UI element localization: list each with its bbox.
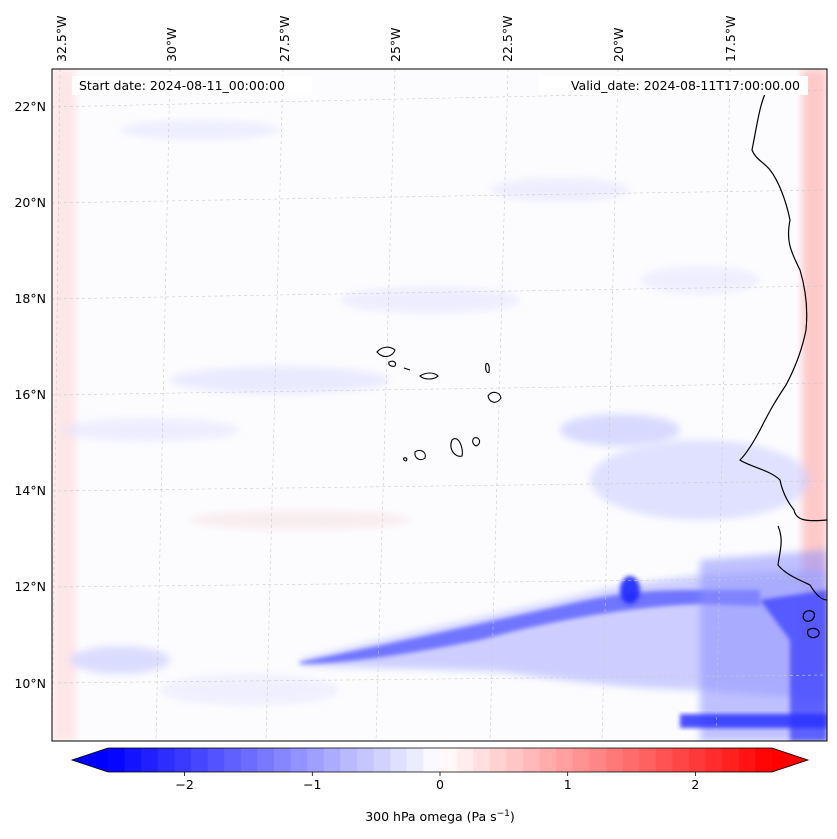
longitude-labels: 32.5°W 30°W 27.5°W 25°W 22.5°W 20°W 17.5… bbox=[54, 16, 738, 62]
colorbar-cell bbox=[340, 748, 358, 772]
colorbar-cell bbox=[174, 748, 192, 772]
valid-date-text: Valid_date: 2024-08-11T17:00:00.00 bbox=[571, 78, 800, 93]
colorbar-tick-label: 1 bbox=[564, 777, 572, 792]
colorbar-cell bbox=[240, 748, 258, 772]
lat-label: 12°N bbox=[14, 579, 46, 594]
graticule bbox=[52, 69, 827, 741]
annotation-start: Start date: 2024-08-11_00:00:00 bbox=[72, 76, 312, 95]
colorbar-ticks: −2 −1 0 1 2 bbox=[175, 772, 699, 792]
lon-label: 17.5°W bbox=[723, 16, 738, 62]
colorbar-cell bbox=[224, 748, 242, 772]
colorbar-cell bbox=[622, 748, 640, 772]
colorbar-cell bbox=[290, 748, 308, 772]
coastline bbox=[739, 83, 827, 639]
colorbar-cell bbox=[606, 748, 624, 772]
colorbar-cell bbox=[357, 748, 375, 772]
colorbar-min-extend bbox=[72, 748, 108, 772]
colorbar-cell bbox=[722, 748, 740, 772]
lon-label: 27.5°W bbox=[277, 16, 292, 62]
colorbar-cell bbox=[307, 748, 325, 772]
lon-label: 20°W bbox=[611, 27, 626, 62]
colorbar-cell bbox=[572, 748, 590, 772]
colorbar-cell bbox=[157, 748, 175, 772]
colorbar-tick-label: −2 bbox=[175, 777, 193, 792]
colorbar-tick-label: −1 bbox=[303, 777, 321, 792]
map-panel bbox=[51, 68, 828, 742]
colorbar-cell bbox=[323, 748, 341, 772]
colorbar-cell bbox=[406, 748, 424, 772]
lat-label: 20°N bbox=[14, 195, 46, 210]
lon-label: 30°W bbox=[164, 27, 179, 62]
latitude-labels: 22°N 20°N 18°N 16°N 14°N 12°N 10°N bbox=[14, 99, 46, 691]
lat-label: 22°N bbox=[14, 99, 46, 114]
colorbar-cell bbox=[639, 748, 657, 772]
colorbar-cell bbox=[489, 748, 507, 772]
colorbar-cell bbox=[456, 748, 474, 772]
colorbar-cell bbox=[373, 748, 391, 772]
colorbar-cell bbox=[738, 748, 756, 772]
omega-field bbox=[52, 69, 827, 741]
colorbar-cell bbox=[191, 748, 209, 772]
colorbar-outline bbox=[70, 747, 810, 773]
lat-label: 16°N bbox=[14, 387, 46, 402]
colorbar-cell bbox=[141, 748, 159, 772]
colorbar-cell bbox=[539, 748, 557, 772]
colorbar-cell bbox=[655, 748, 673, 772]
lon-label: 25°W bbox=[388, 27, 403, 62]
colorbar-cell bbox=[390, 748, 408, 772]
colorbar-cell bbox=[689, 748, 707, 772]
colorbar-cell bbox=[556, 748, 574, 772]
annotation-valid: Valid_date: 2024-08-11T17:00:00.00 bbox=[538, 76, 808, 95]
colorbar-tick-label: 2 bbox=[691, 777, 699, 792]
colorbar-label: 300 hPa omega (Pa s−1) bbox=[365, 809, 515, 824]
lat-label: 10°N bbox=[14, 676, 46, 691]
colorbar-cell bbox=[523, 748, 541, 772]
colorbar-cell bbox=[440, 748, 458, 772]
colorbar-cell bbox=[672, 748, 690, 772]
colorbar: −2 −1 0 1 2 300 hPa omega (Pa s−1) bbox=[70, 747, 810, 824]
lon-label: 22.5°W bbox=[500, 16, 515, 62]
colorbar-cell bbox=[207, 748, 225, 772]
lon-label: 32.5°W bbox=[54, 16, 69, 62]
colorbar-cell bbox=[423, 748, 441, 772]
colorbar-cell bbox=[124, 748, 142, 772]
lat-label: 14°N bbox=[14, 483, 46, 498]
colorbar-tick-label: 0 bbox=[436, 777, 444, 792]
colorbar-cell bbox=[274, 748, 292, 772]
colorbar-cell bbox=[257, 748, 275, 772]
colorbar-cells bbox=[108, 748, 773, 772]
lat-label: 18°N bbox=[14, 291, 46, 306]
colorbar-cell bbox=[705, 748, 723, 772]
colorbar-cell bbox=[108, 748, 126, 772]
cape-verde-islands bbox=[376, 346, 502, 462]
colorbar-cell bbox=[755, 748, 773, 772]
colorbar-cell bbox=[506, 748, 524, 772]
colorbar-cell bbox=[589, 748, 607, 772]
start-date-text: Start date: 2024-08-11_00:00:00 bbox=[79, 78, 285, 93]
colorbar-max-extend bbox=[772, 748, 808, 772]
colorbar-cell bbox=[473, 748, 491, 772]
